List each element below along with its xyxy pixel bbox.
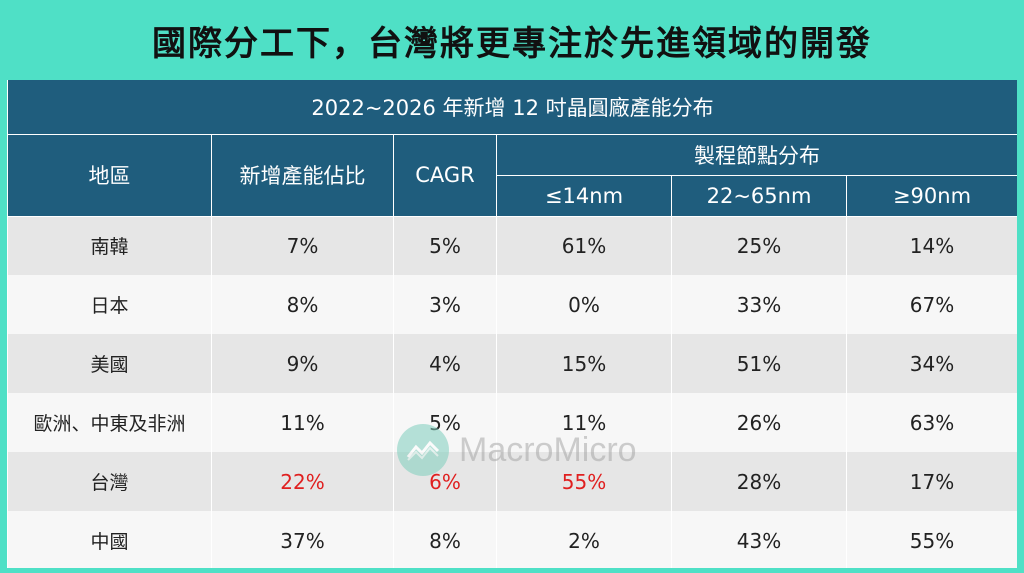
cell-cagr: 4%	[393, 334, 497, 393]
cell-node-90nm: 14%	[845, 216, 1017, 275]
cell-cagr: 3%	[393, 275, 497, 334]
cell-node-14nm: 55%	[496, 452, 672, 511]
cell-node-90nm: 63%	[845, 393, 1017, 452]
cell-node-90nm: 17%	[845, 452, 1017, 511]
cell-region: 台灣	[7, 452, 212, 511]
cell-node-90nm: 55%	[845, 511, 1017, 568]
capacity-table: 2022~2026 年新增 12 吋晶圓廠產能分布 地區 新增產能佔比 CAGR…	[7, 80, 1017, 568]
table-row: 南韓 7% 5% 61% 25% 14%	[7, 216, 1017, 275]
cell-node-22-65nm: 43%	[671, 511, 847, 568]
header-process-group: 製程節點分布	[495, 133, 1017, 176]
table-row: 台灣 22% 6% 55% 28% 17%	[7, 452, 1017, 511]
data-table-panel: 2022~2026 年新增 12 吋晶圓廠產能分布 地區 新增產能佔比 CAGR…	[7, 80, 1017, 568]
table-row: 中國 37% 8% 2% 43% 55%	[7, 511, 1017, 568]
header-cagr: CAGR	[393, 133, 497, 217]
table-row: 歐洲、中東及非洲 11% 5% 11% 26% 63%	[7, 393, 1017, 452]
cell-region: 南韓	[7, 216, 212, 275]
header-node-90nm: ≥90nm	[845, 174, 1017, 217]
cell-node-22-65nm: 33%	[671, 275, 847, 334]
cell-node-14nm: 61%	[496, 216, 672, 275]
cell-node-22-65nm: 51%	[671, 334, 847, 393]
cell-cagr: 6%	[393, 452, 497, 511]
cell-node-14nm: 2%	[496, 511, 672, 568]
cell-share: 37%	[211, 511, 394, 568]
cell-node-90nm: 34%	[845, 334, 1017, 393]
cell-node-90nm: 67%	[845, 275, 1017, 334]
header-node-22-65nm: 22~65nm	[671, 174, 847, 217]
cell-region: 日本	[7, 275, 212, 334]
cell-node-14nm: 11%	[496, 393, 672, 452]
table-row: 日本 8% 3% 0% 33% 67%	[7, 275, 1017, 334]
table-row: 美國 9% 4% 15% 51% 34%	[7, 334, 1017, 393]
cell-node-14nm: 0%	[496, 275, 672, 334]
cell-share: 22%	[211, 452, 394, 511]
header-region: 地區	[7, 133, 212, 217]
header-node-14nm: ≤14nm	[496, 174, 672, 217]
cell-region: 中國	[7, 511, 212, 568]
cell-node-22-65nm: 26%	[671, 393, 847, 452]
cell-region: 歐洲、中東及非洲	[7, 393, 212, 452]
cell-share: 11%	[211, 393, 394, 452]
cell-node-22-65nm: 25%	[671, 216, 847, 275]
cell-cagr: 8%	[393, 511, 497, 568]
cell-share: 9%	[211, 334, 394, 393]
cell-cagr: 5%	[393, 393, 497, 452]
cell-share: 7%	[211, 216, 394, 275]
cell-share: 8%	[211, 275, 394, 334]
cell-cagr: 5%	[393, 216, 497, 275]
header-share: 新增產能佔比	[211, 133, 394, 217]
cell-node-14nm: 15%	[496, 334, 672, 393]
headline: 國際分工下，台灣將更專注於先進領域的開發	[152, 23, 872, 64]
table-caption: 2022~2026 年新增 12 吋晶圓廠產能分布	[7, 80, 1017, 135]
cell-region: 美國	[7, 334, 212, 393]
cell-node-22-65nm: 28%	[671, 452, 847, 511]
